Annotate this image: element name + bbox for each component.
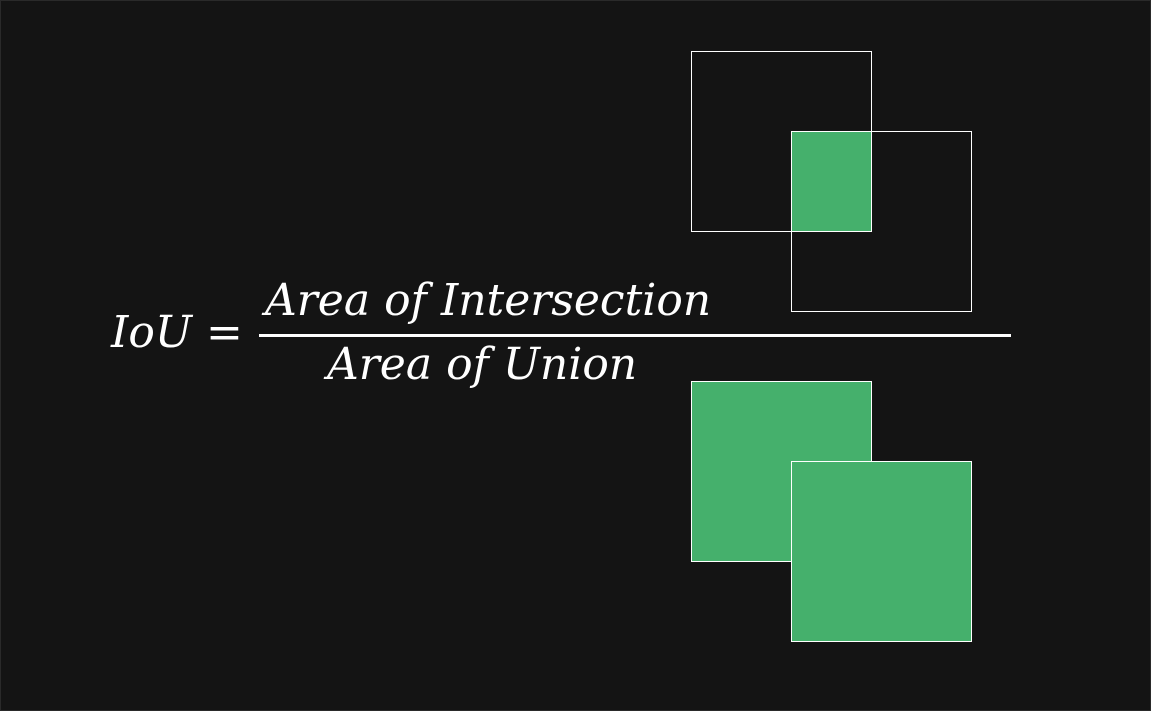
intersection-illustration [691, 51, 972, 312]
union-box-b [791, 461, 972, 642]
iou-label: IoU = [111, 307, 243, 358]
union-box-a [691, 381, 872, 562]
fraction-bar [259, 334, 1011, 337]
denominator-label: Area of Union [327, 339, 638, 390]
box-b-outline [791, 131, 972, 312]
numerator-label: Area of Intersection [265, 275, 712, 326]
intersection-fill [791, 131, 871, 231]
union-illustration [691, 381, 972, 642]
box-a-outline [691, 51, 872, 232]
